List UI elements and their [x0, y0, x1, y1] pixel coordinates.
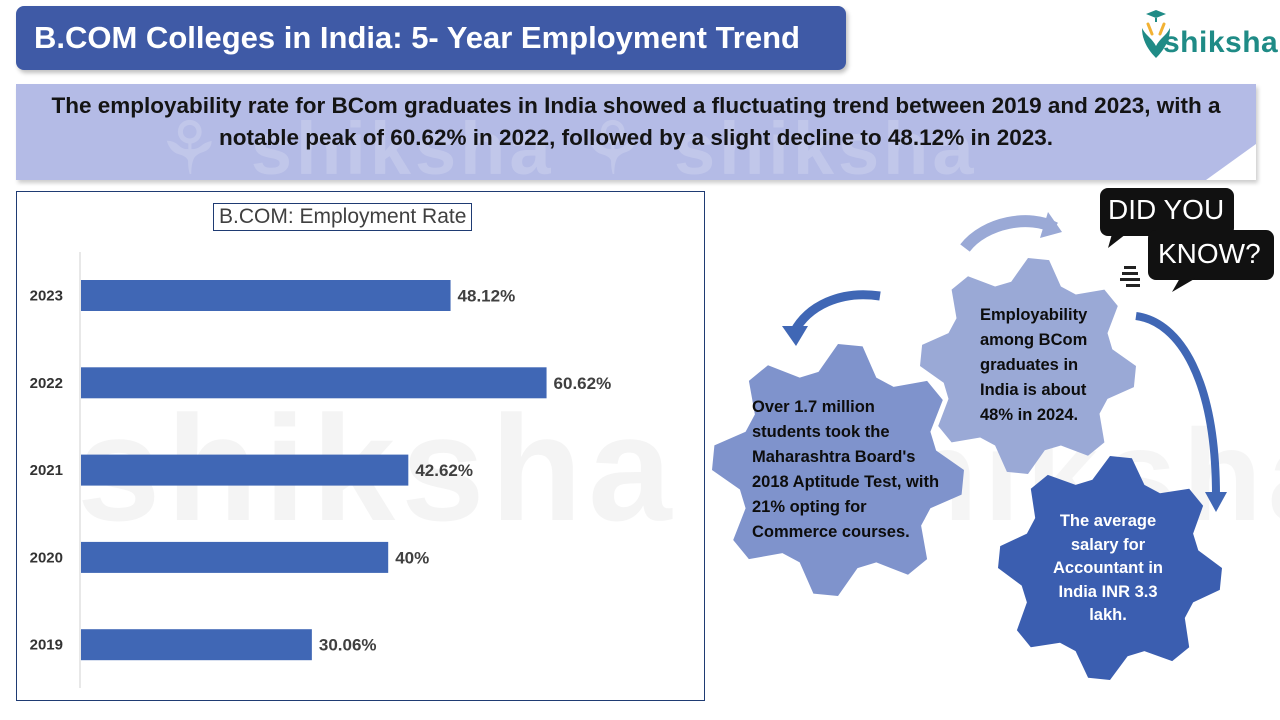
- summary-banner: ⚘ shiksha ⚘ shiksha The employability ra…: [16, 84, 1256, 180]
- gears-illustration: [712, 188, 1274, 680]
- summary-text: The employability rate for BCom graduate…: [51, 93, 1221, 150]
- chart-panel: shiksha B.COM: Employment Rate 202348.12…: [16, 191, 705, 701]
- category-label-2022: 2022: [30, 375, 63, 392]
- category-label-2021: 2021: [30, 462, 63, 479]
- value-label-2023: 48.12%: [458, 287, 516, 306]
- gear-bottom-icon: [998, 456, 1222, 680]
- page-title-text: B.COM Colleges in India: 5- Year Employm…: [34, 20, 800, 55]
- value-label-2022: 60.62%: [554, 374, 612, 393]
- category-label-2019: 2019: [30, 637, 63, 654]
- page-title: B.COM Colleges in India: 5- Year Employm…: [16, 6, 846, 70]
- employment-bar-chart: 2023 48.12% 2022 60.62% 2021 42.62% 2020 40% 201…: [30, 252, 612, 688]
- value-label-2019: 30.06%: [319, 636, 377, 655]
- did-you-know-line1: DID YOU: [1108, 194, 1225, 225]
- gear-top-icon: [920, 258, 1136, 474]
- category-label-2020: 2020: [30, 549, 63, 566]
- arrow-left-head: [782, 326, 808, 346]
- category-label-2023: 2023: [30, 288, 63, 305]
- logo-text: shiksha: [1163, 26, 1279, 59]
- gear-left-icon: [712, 344, 964, 596]
- gear3-shape: [998, 456, 1222, 680]
- gear1-shape: [712, 344, 964, 596]
- bar-2021: [81, 454, 409, 486]
- value-label-2021: 42.62%: [415, 461, 473, 480]
- chart-title: B.COM: Employment Rate: [213, 203, 473, 231]
- bar-2020: [81, 541, 389, 573]
- arrow-top-head: [1040, 212, 1062, 238]
- fact-salary: The average salary for Accountant in Ind…: [1053, 512, 1163, 624]
- arrow-right-head: [1205, 492, 1227, 512]
- bar-2019: [81, 629, 312, 661]
- did-you-know-line2: KNOW?: [1158, 238, 1261, 269]
- gear2-shape: [920, 258, 1136, 474]
- shiksha-logo-icon: [1142, 10, 1170, 58]
- value-label-2020: 40%: [395, 548, 429, 567]
- arrow-right: [1135, 312, 1220, 497]
- did-you-know-bubble: [1100, 188, 1274, 292]
- arrow-left: [790, 290, 881, 335]
- bar-2023: [81, 280, 451, 311]
- banner-fold: [1206, 144, 1256, 180]
- banner-watermark: ⚘ shiksha ⚘ shiksha: [156, 107, 978, 180]
- bar-2022: [81, 367, 547, 399]
- fact-maharashtra: Over 1.7 million students took the Mahar…: [752, 398, 940, 541]
- fact-employability: Employability among BCom graduates in In…: [980, 306, 1088, 424]
